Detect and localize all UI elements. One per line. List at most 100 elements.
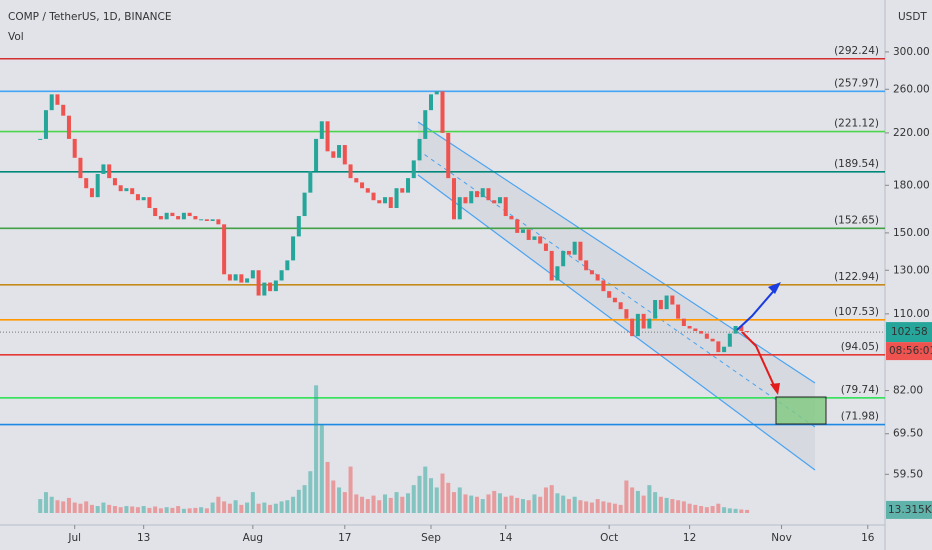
volume-bar: [687, 503, 692, 513]
volume-bar: [411, 485, 416, 513]
volume-bar: [112, 506, 117, 513]
candle-body: [118, 185, 123, 192]
volume-bar: [325, 461, 330, 513]
candle-body: [710, 338, 715, 342]
volume-bar: [561, 495, 566, 513]
candle-body: [89, 188, 94, 198]
volume-bar: [101, 502, 106, 513]
volume-bar: [699, 506, 704, 513]
candle-body: [474, 191, 479, 198]
candle-body: [520, 229, 525, 233]
candle-body: [722, 346, 727, 353]
candle-body: [61, 104, 66, 116]
arrow-down: [741, 331, 777, 391]
candle-body: [549, 250, 554, 281]
candle-body: [676, 304, 681, 319]
candle-body: [308, 171, 313, 193]
candle-body: [400, 188, 405, 193]
y-tick-label: 82.00: [893, 385, 923, 397]
currency: USDT: [898, 11, 927, 23]
x-tick-label: Sep: [421, 532, 441, 544]
candle-body: [342, 145, 347, 165]
candle-body: [193, 216, 198, 220]
volume-bar: [66, 497, 71, 513]
countdown-bg: [886, 342, 932, 361]
volume-bar: [130, 506, 135, 513]
volume-bar: [262, 502, 267, 513]
volume-bar: [49, 496, 54, 513]
candle-body: [354, 178, 359, 183]
volume-bar: [135, 507, 140, 513]
volume-bar: [566, 499, 571, 513]
candle-body: [360, 182, 365, 189]
y-tick-label: 220.00: [893, 127, 930, 139]
volume-bar: [463, 494, 468, 513]
volume-bar: [520, 499, 525, 513]
candle-body: [693, 328, 698, 332]
x-tick-label: 17: [338, 532, 351, 544]
candle-body: [601, 280, 606, 292]
candle-body: [526, 229, 531, 240]
volume-bar: [474, 496, 479, 513]
volume-bar: [515, 497, 520, 513]
level-label: (94.05): [841, 341, 879, 353]
candle-body: [446, 132, 451, 179]
candle-body: [543, 243, 548, 251]
candle-body: [566, 250, 571, 255]
candle-body: [480, 188, 485, 198]
volume-bar: [693, 504, 698, 513]
candle-body: [245, 278, 250, 283]
volume-bar: [256, 503, 261, 513]
volume-bar: [428, 478, 434, 513]
candle-body: [612, 297, 617, 303]
volume-bar: [147, 507, 152, 513]
volume-bar: [118, 507, 123, 513]
candle-body: [66, 115, 71, 139]
candle-body: [451, 178, 457, 220]
candle-body: [268, 282, 273, 292]
candle-body: [256, 270, 261, 296]
level-label: (221.12): [834, 118, 879, 130]
channel-fill: [418, 122, 815, 470]
volume-bar: [532, 494, 537, 513]
price-tag-bg: [886, 322, 932, 343]
candle-body: [331, 151, 336, 158]
y-tick-label: 69.50: [893, 428, 923, 440]
candle-body: [727, 333, 732, 347]
volume-bar: [492, 490, 497, 513]
candle-body: [716, 341, 721, 353]
candle-body: [319, 121, 324, 139]
candle-body: [589, 270, 594, 275]
volume-bar: [480, 499, 485, 513]
volume-bar: [239, 504, 244, 513]
volume-bar: [199, 507, 204, 513]
volume-bar: [624, 480, 629, 513]
volume-bar: [739, 509, 744, 513]
volume-bar: [676, 500, 681, 513]
volume-bar: [371, 495, 376, 513]
candle-body: [532, 236, 537, 240]
volume-bar: [176, 506, 181, 513]
volume-bar: [549, 485, 554, 513]
candle-body: [296, 216, 301, 237]
volume-bar: [601, 501, 606, 513]
candle-body: [250, 270, 255, 279]
volume-bar: [572, 496, 577, 513]
x-tick-label: Jul: [67, 532, 81, 544]
volume-bar: [268, 504, 273, 513]
candle-body: [325, 121, 330, 152]
volume-bar: [302, 485, 307, 513]
volume-bar: [181, 508, 186, 513]
candle-body: [417, 138, 422, 161]
volume-bar: [89, 504, 94, 513]
volume-bar: [216, 496, 221, 513]
volume-bar: [204, 508, 209, 513]
candle-body: [95, 173, 100, 198]
volume-bar: [722, 507, 727, 513]
volume-bar: [710, 506, 715, 513]
volume-bar: [635, 490, 640, 513]
volume-bar: [210, 502, 215, 513]
volume-bar: [187, 508, 192, 513]
volume-bar: [641, 495, 646, 513]
